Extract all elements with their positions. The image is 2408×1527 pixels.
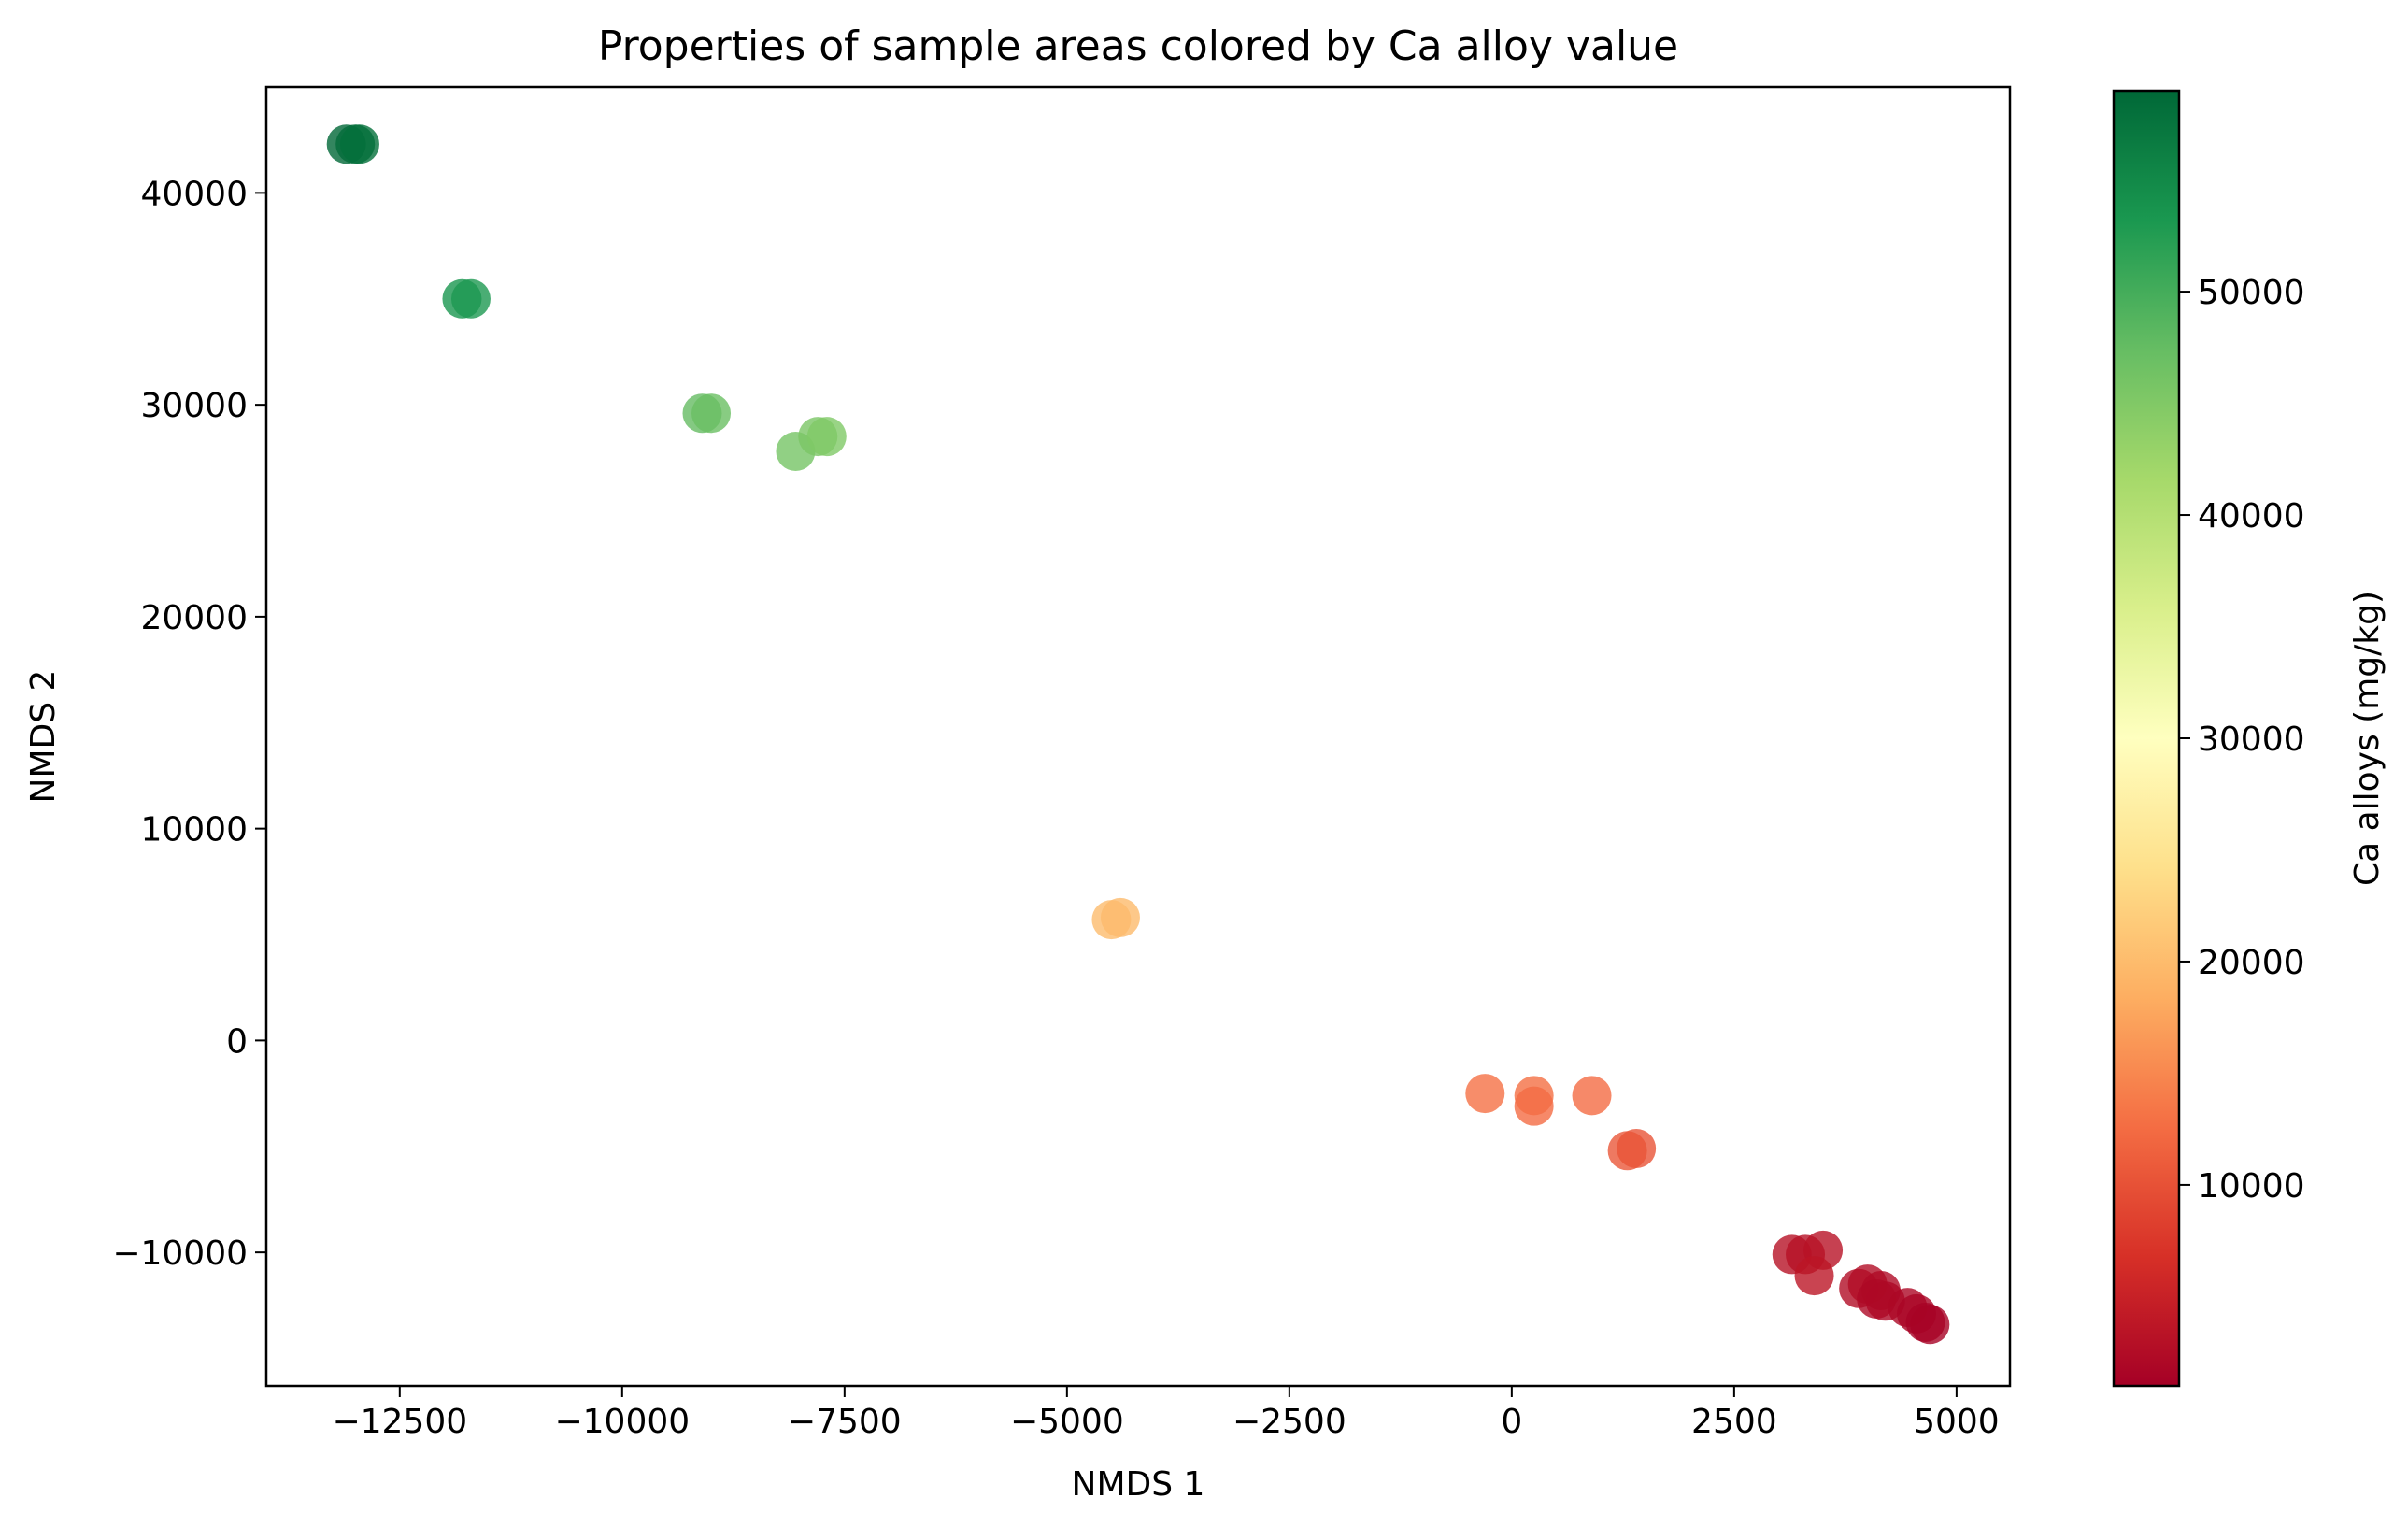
scatter-point [1910,1305,1950,1345]
y-tick-label: 40000 [140,175,248,213]
scatter-point [1857,1279,1897,1320]
scatter-point [1572,1076,1612,1116]
chart-title: Properties of sample areas colored by Ca… [598,22,1678,70]
scatter-point [1794,1256,1834,1296]
x-axis-label: NMDS 1 [1072,1465,1205,1504]
x-tick-label: −5000 [1010,1403,1124,1441]
colorbar [2112,89,2181,1388]
colorbar-tick-label: 40000 [2198,497,2305,535]
colorbar-tick-label: 50000 [2198,274,2305,312]
y-axis-ticks: −10000 0 10000 20000 30000 40000 [112,175,266,1273]
scatter-point [1100,897,1140,937]
x-tick-label: −2500 [1232,1403,1346,1441]
x-axis-ticks: −12500 −10000 −7500 −5000 −2500 0 2500 5000 [332,1386,2000,1441]
y-tick-label: 30000 [140,387,248,425]
scatter-point [450,278,491,319]
scatter-point [691,393,732,434]
y-tick-label: 0 [226,1022,248,1061]
plot-frame [264,85,2012,1388]
y-tick-label: 20000 [140,599,248,637]
points-layer [326,124,1950,1345]
x-tick-label: −7500 [788,1403,902,1441]
scatter-point [1617,1129,1657,1169]
x-tick-label: 0 [1501,1403,1522,1441]
colorbar-tick-label: 10000 [2198,1167,2305,1206]
y-axis-label: NMDS 2 [24,670,63,804]
x-tick-label: −10000 [554,1403,690,1441]
colorbar-ticks: 10000 20000 30000 40000 50000 [2179,274,2305,1206]
scatter-point [339,124,379,164]
y-tick-label: 10000 [140,811,248,849]
scatter-point [1465,1074,1505,1114]
scatter-point [1514,1086,1554,1126]
colorbar-tick-label: 20000 [2198,944,2305,982]
colorbar-tick-label: 30000 [2198,721,2305,759]
colorbar-label: Ca alloys (mg/kg) [2348,591,2387,886]
scatter-point [806,417,847,457]
x-tick-label: 2500 [1691,1403,1777,1441]
x-tick-label: 5000 [1914,1403,2000,1441]
y-tick-label: −10000 [112,1234,248,1273]
x-tick-label: −12500 [332,1403,467,1441]
